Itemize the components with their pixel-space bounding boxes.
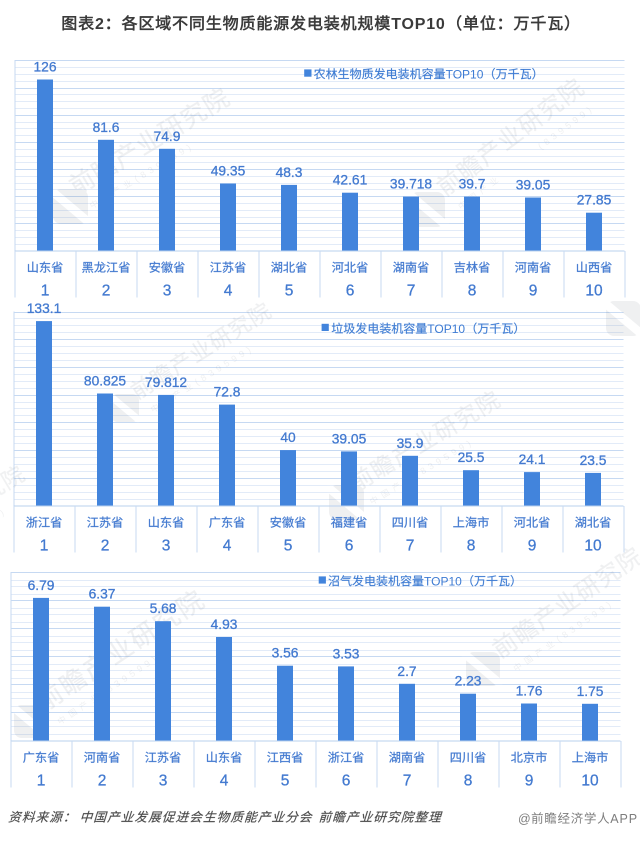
svg-text:9: 9 [528, 537, 537, 554]
svg-text:48.3: 48.3 [276, 165, 303, 180]
svg-text:42.61: 42.61 [333, 173, 368, 188]
svg-text:27.85: 27.85 [577, 193, 612, 208]
svg-text:3.56: 3.56 [272, 646, 299, 661]
svg-text:126: 126 [33, 60, 56, 75]
svg-text:@: @ [518, 812, 531, 826]
svg-text:6: 6 [345, 537, 354, 554]
svg-text:4: 4 [224, 282, 233, 299]
svg-text:133.1: 133.1 [27, 301, 62, 316]
svg-text:5: 5 [284, 537, 293, 554]
svg-text:39.05: 39.05 [332, 431, 367, 446]
svg-text:23.5: 23.5 [580, 453, 607, 468]
svg-text:5: 5 [281, 772, 290, 789]
svg-text:3: 3 [162, 537, 171, 554]
svg-text:25.5: 25.5 [458, 450, 485, 465]
svg-text:3.53: 3.53 [333, 646, 360, 661]
svg-text:49.35: 49.35 [211, 164, 246, 179]
svg-text:2: 2 [95, 16, 104, 33]
svg-text:7: 7 [406, 537, 415, 554]
svg-text:4: 4 [220, 772, 229, 789]
svg-text:8: 8 [468, 282, 477, 299]
svg-text:TOP10: TOP10 [391, 16, 445, 33]
svg-text:24.1: 24.1 [519, 452, 546, 467]
svg-text:7: 7 [407, 282, 416, 299]
svg-text:1: 1 [37, 772, 46, 789]
svg-text:6.79: 6.79 [28, 578, 55, 593]
svg-text:81.6: 81.6 [93, 120, 120, 135]
svg-text:3: 3 [159, 772, 168, 789]
svg-text:2: 2 [102, 282, 111, 299]
svg-text:39.718: 39.718 [390, 177, 433, 192]
svg-text:39.7: 39.7 [459, 177, 486, 192]
svg-text:APP: APP [610, 812, 638, 826]
svg-text:8: 8 [464, 772, 473, 789]
svg-text:72.8: 72.8 [214, 385, 241, 400]
svg-text:2.23: 2.23 [455, 674, 482, 689]
svg-text:4: 4 [223, 537, 232, 554]
svg-text:7: 7 [403, 772, 412, 789]
svg-text:9: 9 [525, 772, 534, 789]
svg-text:2: 2 [98, 772, 107, 789]
svg-text:10: 10 [585, 282, 603, 299]
svg-text:35.9: 35.9 [397, 436, 424, 451]
svg-text:9: 9 [529, 282, 538, 299]
svg-text:39.05: 39.05 [516, 178, 551, 193]
svg-text:8: 8 [467, 537, 476, 554]
svg-text:40: 40 [280, 430, 296, 445]
svg-text:3: 3 [163, 282, 172, 299]
svg-text:TOP10: TOP10 [446, 67, 484, 81]
svg-text:10: 10 [584, 537, 602, 554]
svg-text:5: 5 [285, 282, 294, 299]
svg-text:5.68: 5.68 [150, 601, 177, 616]
svg-text:10: 10 [581, 772, 599, 789]
svg-text:1.75: 1.75 [577, 684, 604, 699]
svg-text:80.825: 80.825 [84, 374, 127, 389]
svg-text:4.93: 4.93 [211, 617, 238, 632]
svg-text:1.76: 1.76 [516, 684, 543, 699]
svg-text:79.812: 79.812 [145, 375, 187, 390]
svg-text:1: 1 [40, 537, 49, 554]
svg-text:6: 6 [346, 282, 355, 299]
svg-text:74.9: 74.9 [154, 129, 181, 144]
svg-text:6: 6 [342, 772, 351, 789]
svg-text:6.37: 6.37 [89, 587, 116, 602]
svg-text:2.7: 2.7 [397, 664, 416, 679]
svg-text:1: 1 [41, 282, 50, 299]
svg-text:2: 2 [101, 537, 110, 554]
svg-text:TOP10: TOP10 [427, 322, 465, 336]
svg-text:TOP10: TOP10 [424, 574, 462, 588]
